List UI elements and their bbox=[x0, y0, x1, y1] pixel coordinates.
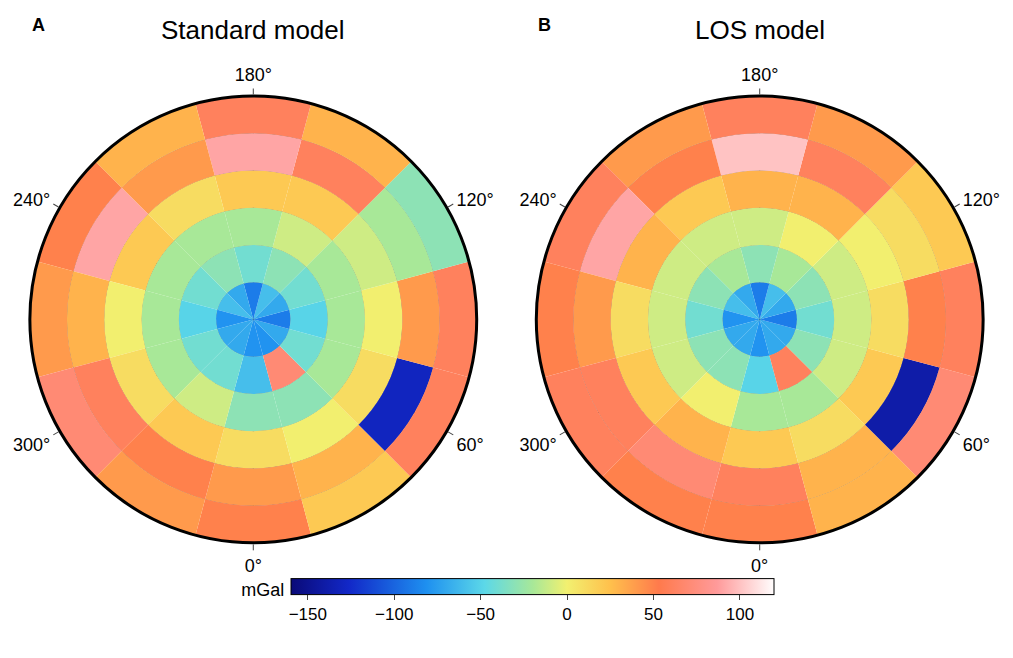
svg-text:0°: 0° bbox=[245, 556, 262, 576]
svg-text:−100: −100 bbox=[375, 605, 413, 624]
svg-text:180°: 180° bbox=[235, 65, 272, 85]
svg-text:300°: 300° bbox=[13, 435, 50, 455]
svg-text:A: A bbox=[32, 15, 45, 35]
svg-text:60°: 60° bbox=[963, 435, 990, 455]
svg-text:0°: 0° bbox=[751, 556, 768, 576]
svg-text:180°: 180° bbox=[741, 65, 778, 85]
svg-text:Standard model: Standard model bbox=[161, 15, 345, 45]
svg-text:0: 0 bbox=[562, 605, 571, 624]
svg-text:240°: 240° bbox=[13, 190, 50, 210]
svg-text:300°: 300° bbox=[519, 435, 556, 455]
svg-text:mGal: mGal bbox=[241, 580, 284, 600]
svg-text:120°: 120° bbox=[456, 190, 493, 210]
svg-text:50: 50 bbox=[644, 605, 663, 624]
svg-text:240°: 240° bbox=[519, 190, 556, 210]
svg-text:60°: 60° bbox=[456, 435, 483, 455]
svg-text:−50: −50 bbox=[466, 605, 495, 624]
svg-text:−150: −150 bbox=[289, 605, 327, 624]
svg-text:LOS model: LOS model bbox=[695, 15, 825, 45]
svg-text:120°: 120° bbox=[963, 190, 1000, 210]
svg-text:100: 100 bbox=[726, 605, 754, 624]
svg-text:B: B bbox=[538, 15, 551, 35]
